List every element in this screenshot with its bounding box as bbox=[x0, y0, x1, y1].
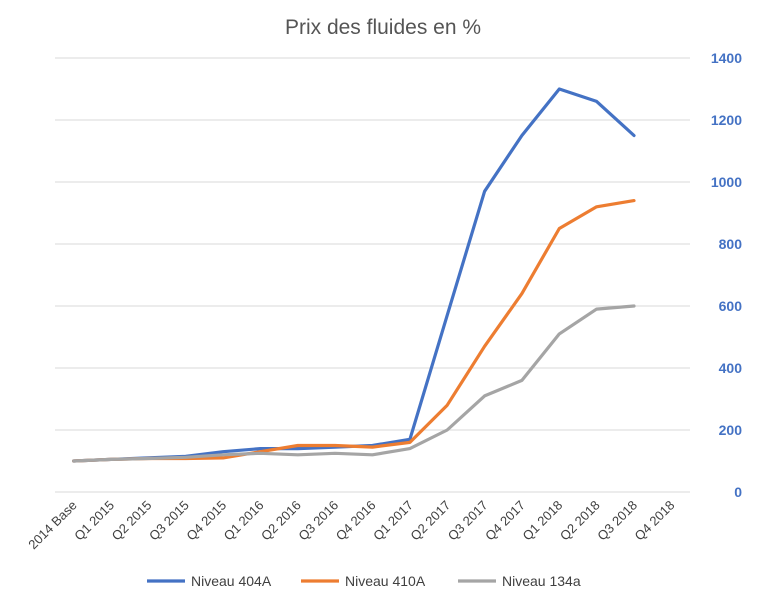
legend-item: Niveau 404A bbox=[147, 573, 272, 589]
x-tick-label: Q4 2017 bbox=[482, 498, 528, 544]
y-tick-label: 600 bbox=[719, 298, 743, 314]
x-tick-label: Q1 2017 bbox=[370, 498, 416, 544]
y-tick-label: 400 bbox=[719, 360, 743, 376]
y-tick-label: 0 bbox=[734, 484, 742, 500]
legend-item: Niveau 134a bbox=[458, 573, 581, 589]
legend-label: Niveau 404A bbox=[191, 573, 272, 589]
x-tick-label: Q4 2016 bbox=[333, 498, 379, 544]
y-tick-label: 1000 bbox=[711, 174, 742, 190]
x-tick-label: 2014 Base bbox=[25, 498, 80, 553]
y-tick-label: 1200 bbox=[711, 112, 742, 128]
series-line bbox=[72, 87, 636, 463]
y-tick-label: 200 bbox=[719, 422, 743, 438]
x-tick-label: Q3 2016 bbox=[295, 498, 341, 544]
x-tick-label: Q4 2018 bbox=[632, 498, 678, 544]
series-line bbox=[72, 199, 636, 463]
x-tick-label: Q3 2018 bbox=[594, 498, 640, 544]
x-tick-label: Q2 2017 bbox=[407, 498, 453, 544]
series-line bbox=[72, 304, 636, 463]
x-tick-label: Q2 2018 bbox=[557, 498, 603, 544]
x-tick-label: Q1 2015 bbox=[71, 498, 117, 544]
legend: Niveau 404A Niveau 410A Niveau 134a bbox=[147, 573, 581, 589]
x-tick-label: Q1 2018 bbox=[520, 498, 566, 544]
legend-item: Niveau 410A bbox=[301, 573, 426, 589]
y-tick-label: 1400 bbox=[711, 50, 742, 66]
chart-title: Prix des fluides en % bbox=[285, 16, 481, 39]
series-lines bbox=[72, 87, 636, 463]
legend-label: Niveau 134a bbox=[502, 573, 581, 589]
x-tick-label: Q4 2015 bbox=[183, 498, 229, 544]
y-tick-label: 800 bbox=[719, 236, 743, 252]
y-axis: 0 200 400 600 800 1000 1200 1400 bbox=[711, 50, 742, 500]
legend-label: Niveau 410A bbox=[345, 573, 426, 589]
x-tick-label: Q3 2015 bbox=[146, 498, 192, 544]
x-tick-label: Q2 2015 bbox=[109, 498, 155, 544]
x-tick-label: Q2 2016 bbox=[258, 498, 304, 544]
x-tick-label: Q3 2017 bbox=[445, 498, 491, 544]
gridlines bbox=[55, 57, 690, 493]
x-tick-label: Q1 2016 bbox=[221, 498, 267, 544]
